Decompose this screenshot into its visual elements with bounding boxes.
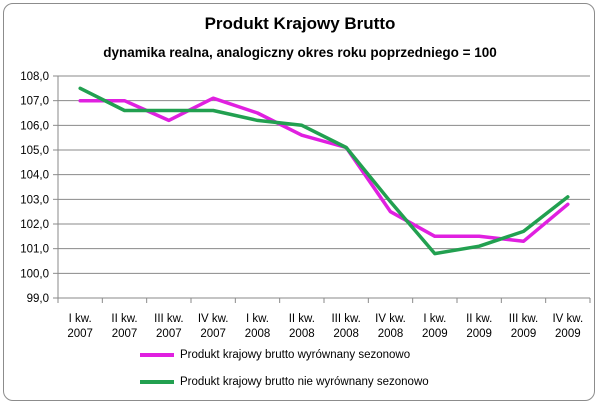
y-tick-label: 107,0	[20, 96, 49, 108]
x-tick-label: I kw. 2008	[245, 313, 271, 340]
chart-title: Produkt Krajowy Brutto	[204, 14, 396, 33]
gridlines	[58, 75, 590, 299]
y-tick-label: 101,0	[20, 244, 49, 256]
series-lines	[78, 86, 570, 256]
x-tick-label: III kw. 2009	[509, 313, 538, 340]
x-tick-label: IV kw. 2008	[375, 313, 406, 340]
x-tick-label: III kw. 2007	[154, 313, 183, 340]
series-line-1	[78, 86, 570, 256]
y-tick-label: 108,0	[20, 71, 49, 83]
x-tick-label: I kw. 2009	[422, 313, 448, 340]
y-tick-label: 99,0	[27, 293, 49, 305]
y-tick-label: 105,0	[20, 145, 49, 157]
chart-subtitle: dynamika realna, analogiczny okres roku …	[103, 45, 497, 60]
series-line-0	[78, 96, 570, 244]
x-tick-label: IV kw. 2007	[198, 313, 229, 340]
y-tick-label: 102,0	[20, 219, 49, 231]
y-tick-label: 103,0	[20, 194, 49, 206]
x-axis: I kw. 2007 II kw. 2007 III kw. 2007 IV kw. 2007…	[57, 297, 591, 340]
x-tick-label: I kw. 2007	[67, 313, 93, 340]
legend-label: Produkt krajowy brutto nie wyrównany sez…	[180, 376, 429, 388]
y-tick-label: 100,0	[20, 268, 49, 280]
x-tick-label: II kw. 2007	[111, 313, 137, 340]
legend-label: Produkt krajowy brutto wyrównany sezonow…	[180, 349, 411, 361]
y-axis: 99,0 100,0 101,0 102,0 103,0 104,0 105,0 106,0 1…	[20, 71, 59, 305]
legend-item-not-seasonally-adjusted: Produkt krajowy brutto nie wyrównany sez…	[140, 372, 429, 392]
legend-item-seasonally-adjusted: Produkt krajowy brutto wyrównany sezonow…	[140, 345, 410, 365]
x-tick-label: II kw. 2008	[289, 313, 315, 340]
x-tick-label: II kw. 2009	[466, 313, 492, 340]
chart-frame	[3, 3, 595, 401]
x-tick-label: IV kw. 2009	[552, 313, 583, 340]
legend-swatch	[140, 353, 174, 357]
y-tick-label: 106,0	[20, 120, 49, 132]
y-tick-label: 104,0	[20, 170, 49, 182]
legend-swatch	[140, 380, 174, 384]
x-tick-label: III kw. 2008	[331, 313, 360, 340]
